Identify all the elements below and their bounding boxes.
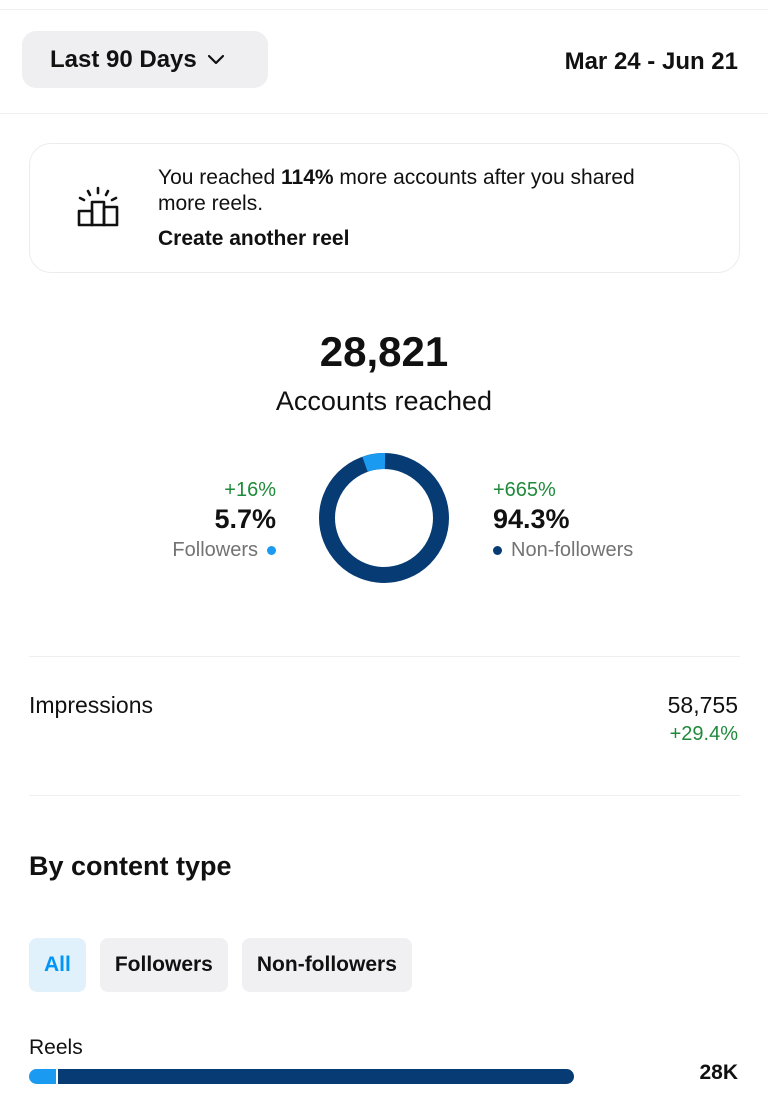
impressions-change: +29.4% <box>669 723 738 745</box>
tip-message: You reached 114% more accounts after you… <box>158 165 638 217</box>
filter-non-followers-chip[interactable]: Non-followers <box>241 938 412 992</box>
content-type-filters: All Followers Non-followers <box>29 938 412 992</box>
podium-icon <box>76 186 120 230</box>
followers-stat: +16% 5.7% Followers <box>172 478 276 564</box>
non-followers-label: Non-followers <box>511 539 634 561</box>
date-range-dropdown[interactable]: Last 90 Days <box>22 31 268 88</box>
reels-row-value: 28K <box>699 1061 738 1084</box>
top-divider <box>0 9 768 10</box>
non-followers-dot-icon <box>493 545 502 555</box>
followers-label: Followers <box>172 539 258 561</box>
date-range-text: Mar 24 - Jun 21 <box>564 48 738 75</box>
chevron-down-icon <box>207 54 225 66</box>
divider <box>29 656 740 657</box>
followers-percent: 5.7% <box>214 504 276 534</box>
non-followers-change: +665% <box>493 479 556 501</box>
reels-bar <box>29 1069 574 1084</box>
non-followers-stat: +665% 94.3% Non-followers <box>493 478 633 564</box>
followers-dot-icon <box>267 545 276 555</box>
divider <box>29 795 740 796</box>
create-reel-link[interactable]: Create another reel <box>158 227 350 250</box>
accounts-reached-total: 28,821 <box>319 328 449 375</box>
donut-non-followers-segment <box>319 453 449 583</box>
tip-card: You reached 114% more accounts after you… <box>29 143 740 273</box>
header-divider <box>0 113 768 114</box>
filter-all-chip[interactable]: All <box>29 938 86 992</box>
date-range-dropdown-label: Last 90 Days <box>50 45 197 73</box>
followers-legend: Followers <box>172 536 276 564</box>
donut-followers-segment <box>319 453 449 583</box>
reels-row-label: Reels <box>29 1036 83 1059</box>
reach-donut-chart <box>319 453 449 583</box>
filter-followers-chip[interactable]: Followers <box>99 938 228 992</box>
impressions-value: 58,755 <box>667 692 738 718</box>
tip-text-before: You reached <box>158 166 281 189</box>
followers-change: +16% <box>224 479 276 501</box>
content-type-title: By content type <box>29 851 232 881</box>
reels-bar-non-followers-segment <box>58 1069 574 1084</box>
reels-bar-followers-segment <box>29 1069 56 1084</box>
accounts-reached-label: Accounts reached <box>275 386 493 416</box>
non-followers-legend: Non-followers <box>493 536 633 564</box>
tip-text-after: more accounts after you shared more reel… <box>158 166 635 215</box>
non-followers-percent: 94.3% <box>493 504 570 534</box>
impressions-label: Impressions <box>29 692 153 718</box>
tip-highlight: 114% <box>281 166 334 189</box>
